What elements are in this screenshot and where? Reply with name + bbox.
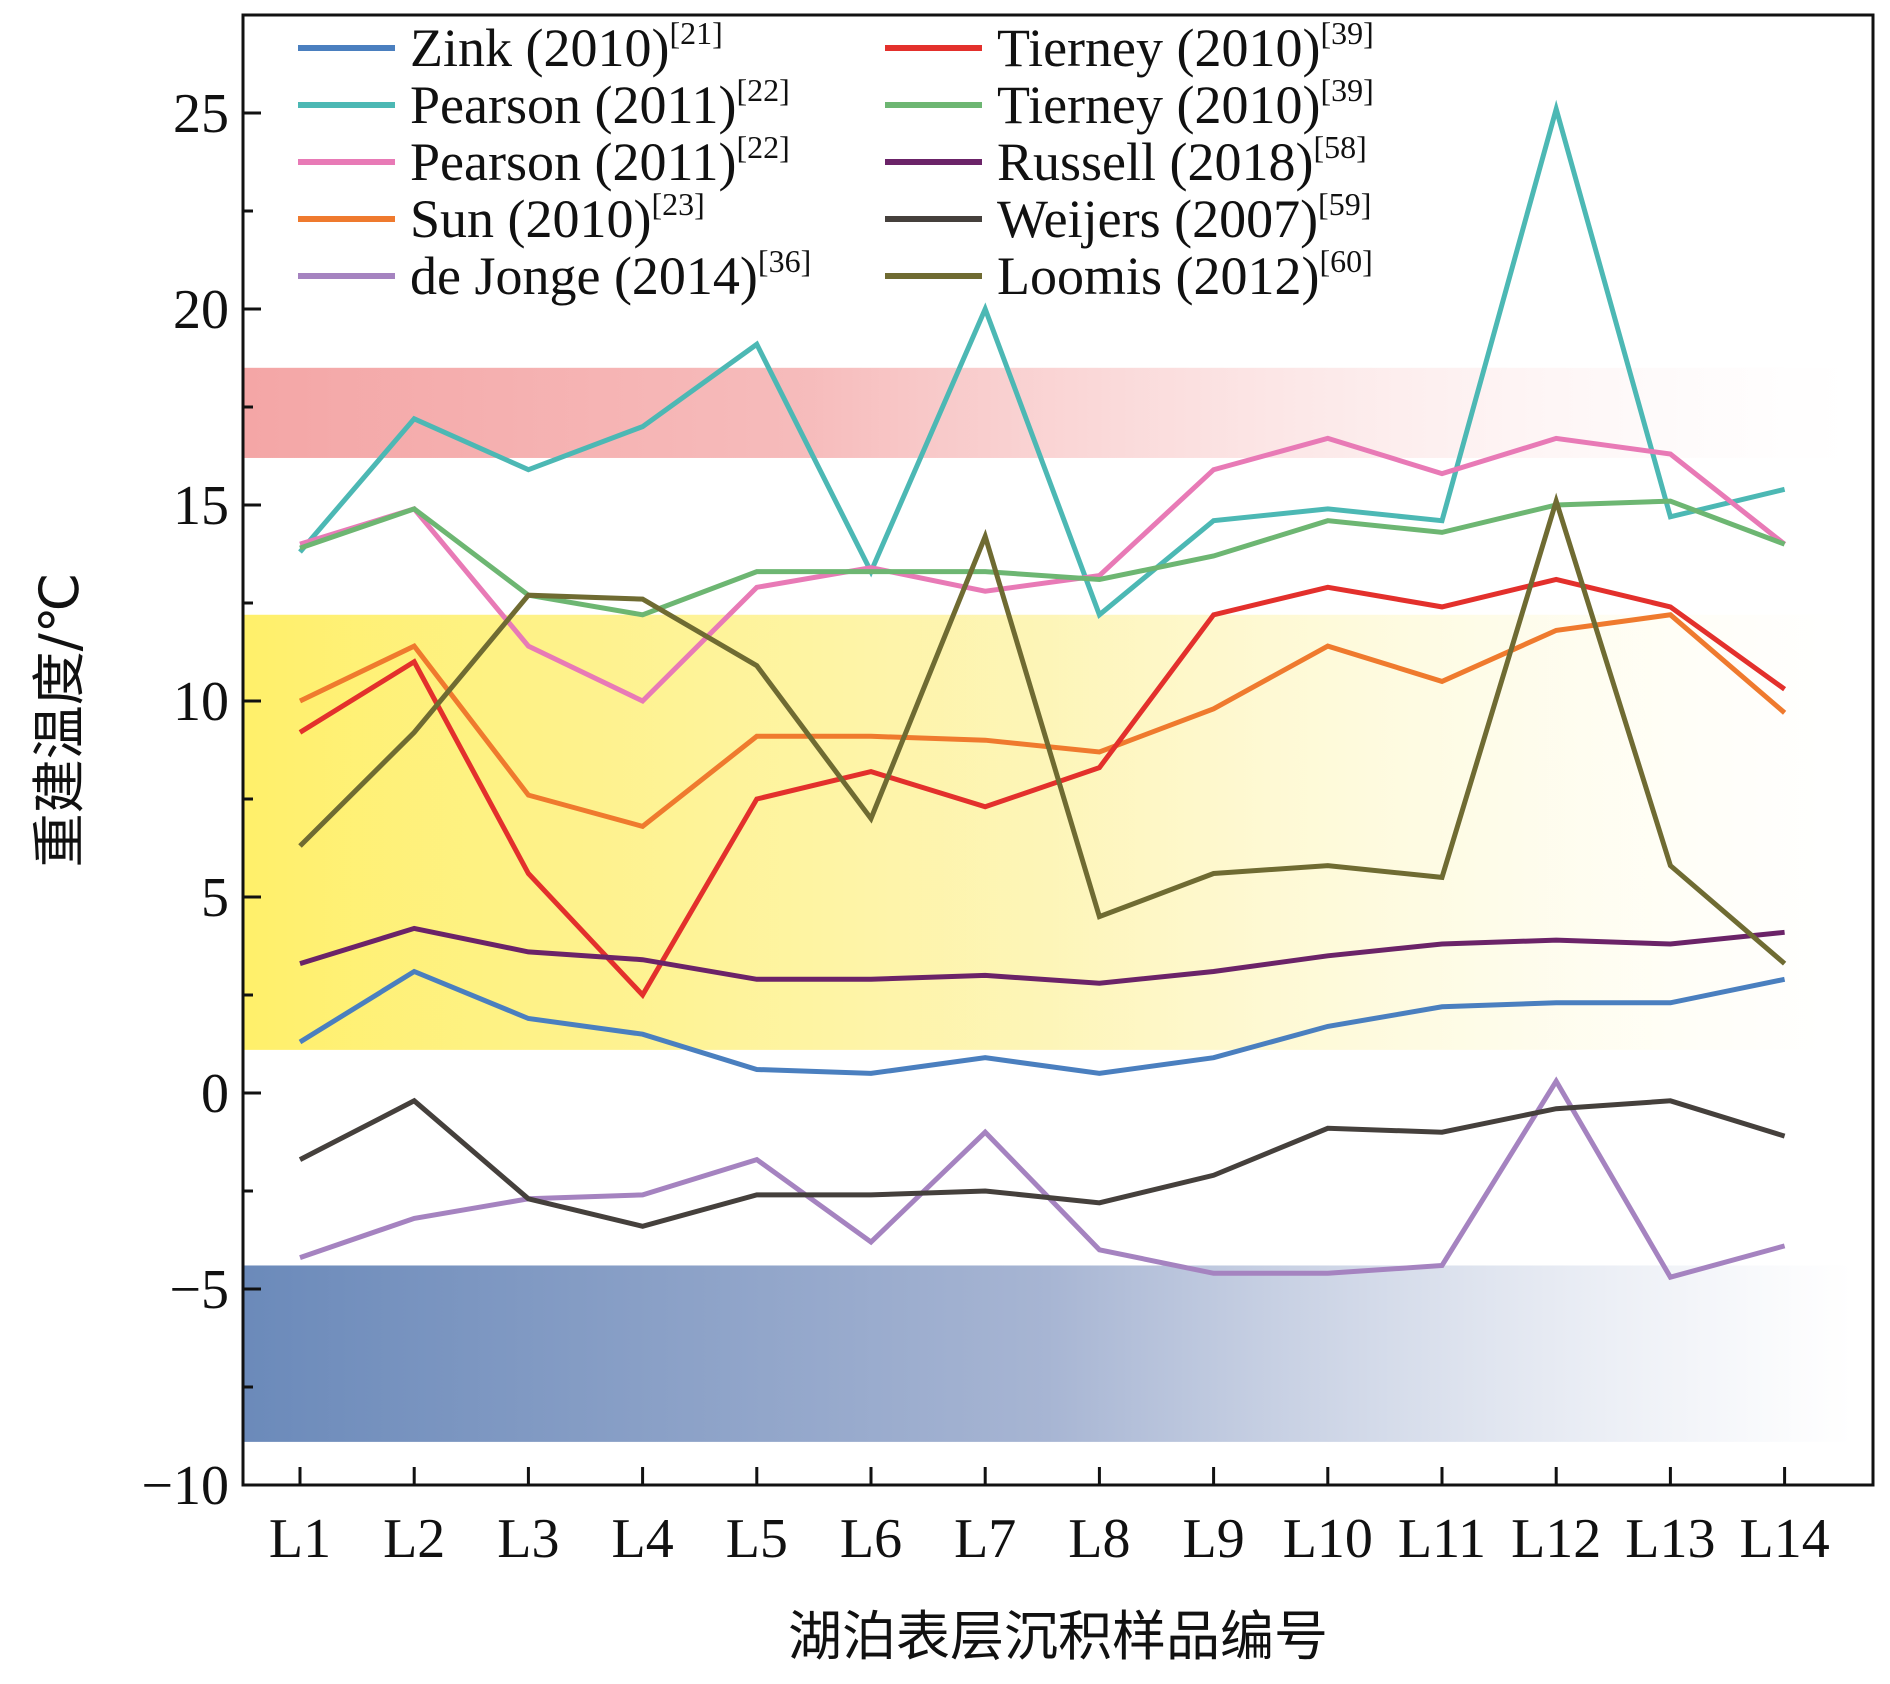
legend-label: Loomis (2012)[60] xyxy=(997,243,1373,306)
y-tick-label: 5 xyxy=(201,867,229,929)
y-axis: −10 −5 0 5 10 15 20 25 xyxy=(141,13,261,1517)
legend-label: Russell (2018)[58] xyxy=(997,129,1367,192)
x-tick-label: L13 xyxy=(1625,1508,1715,1570)
legend-item: Loomis (2012)[60] xyxy=(885,243,1373,306)
legend-label: Tierney (2010)[39] xyxy=(997,72,1374,135)
legend-reference: [23] xyxy=(652,186,705,222)
legend-label: Zink (2010)[21] xyxy=(410,15,723,78)
legend-item: Weijers (2007)[59] xyxy=(885,186,1371,249)
x-tick-label: L9 xyxy=(1182,1508,1244,1570)
legend-reference: [39] xyxy=(1320,72,1373,108)
x-tick-label: L14 xyxy=(1739,1508,1829,1570)
legend-label: Pearson (2011)[22] xyxy=(410,72,790,135)
series-line-6 xyxy=(298,576,1787,1000)
blue-band xyxy=(243,1265,1853,1442)
series-line-3 xyxy=(299,435,1787,705)
legend-item: Tierney (2010)[39] xyxy=(885,72,1374,135)
y-tick-label: 15 xyxy=(173,475,229,537)
series-line-10 xyxy=(298,492,1787,966)
legend-item: Tierney (2010)[39] xyxy=(885,15,1374,78)
x-tick-label: L5 xyxy=(726,1508,788,1570)
legend-reference: [59] xyxy=(1318,186,1371,222)
legend-label: Pearson (2011)[22] xyxy=(410,129,790,192)
series-line-4 xyxy=(298,612,1787,830)
legend-item: de Jonge (2014)[36] xyxy=(298,243,811,306)
legend-reference: [58] xyxy=(1314,129,1367,165)
plot-frame xyxy=(241,13,1875,1487)
y-axis-title: 重建温度/℃ xyxy=(28,573,91,868)
legend-label: Sun (2010)[23] xyxy=(410,186,705,249)
series-line-7 xyxy=(299,498,1786,618)
x-tick-label: L10 xyxy=(1283,1508,1373,1570)
legend-reference: [36] xyxy=(758,243,811,279)
series-line-9 xyxy=(298,1097,1786,1229)
x-axis: L1 L2 L3 L4 L5 L6 L7 L8 L9 L10 L11 L12 L13 L14 xyxy=(269,1467,1830,1570)
x-axis-title: 湖泊表层沉积样品编号 xyxy=(788,1605,1328,1668)
x-tick-label: L7 xyxy=(954,1508,1016,1570)
legend-reference: [60] xyxy=(1319,243,1372,279)
y-tick-label: −5 xyxy=(169,1259,229,1321)
legend-item: Pearson (2011)[22] xyxy=(298,72,790,135)
legend-reference: [21] xyxy=(669,15,722,51)
y-tick-label: 25 xyxy=(173,83,229,145)
y-tick-label: 20 xyxy=(173,279,229,341)
legend-reference: [22] xyxy=(736,72,789,108)
y-tick-label: 0 xyxy=(201,1063,229,1125)
y-tick-label: −10 xyxy=(141,1455,229,1517)
x-tick-label: L11 xyxy=(1398,1508,1486,1570)
y-tick-label: 10 xyxy=(173,671,229,733)
x-tick-label: L3 xyxy=(497,1508,559,1570)
x-tick-label: L2 xyxy=(383,1508,445,1570)
legend-reference: [39] xyxy=(1320,15,1373,51)
x-tick-label: L4 xyxy=(611,1508,673,1570)
series-line-1 xyxy=(298,968,1786,1076)
series-line-8 xyxy=(299,925,1785,986)
x-tick-label: L8 xyxy=(1068,1508,1130,1570)
series-lines xyxy=(298,99,1787,1281)
legend-label: de Jonge (2014)[36] xyxy=(410,243,811,306)
legend-item: Zink (2010)[21] xyxy=(298,15,723,78)
x-tick-label: L12 xyxy=(1511,1508,1601,1570)
legend-item: Russell (2018)[58] xyxy=(885,129,1367,192)
legend-item: Pearson (2011)[22] xyxy=(298,129,790,192)
background-bands xyxy=(243,367,1853,1442)
x-tick-label: L6 xyxy=(840,1508,902,1570)
legend-item: Sun (2010)[23] xyxy=(298,186,705,249)
legend-reference: [22] xyxy=(736,129,789,165)
legend-label: Weijers (2007)[59] xyxy=(997,186,1371,249)
legend: Zink (2010)[21]Pearson (2011)[22]Pearson… xyxy=(298,15,1374,306)
legend-label: Tierney (2010)[39] xyxy=(997,15,1374,78)
x-tick-label: L1 xyxy=(269,1508,331,1570)
series-line-2 xyxy=(298,99,1786,619)
